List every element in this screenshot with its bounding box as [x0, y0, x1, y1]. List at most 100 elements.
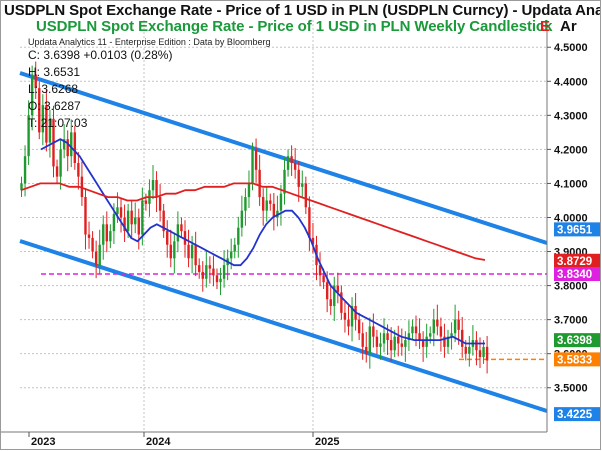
- price-tag-3.8729: [554, 253, 600, 268]
- y-tick-label: 4.4000: [554, 76, 588, 88]
- candle-body: [222, 265, 226, 279]
- x-tick-label: 2024: [146, 436, 171, 448]
- candle-body: [347, 319, 350, 327]
- candle-body: [233, 244, 236, 252]
- y-tick-label: 3.5000: [554, 383, 588, 395]
- candles: [20, 61, 489, 374]
- regression-channel: [19, 71, 548, 413]
- candle-body: [102, 224, 105, 245]
- candle-body: [91, 237, 94, 252]
- chart-subtitle: USDPLN Spot Exchange Rate - Price of 1 U…: [36, 18, 553, 35]
- candle-body: [144, 200, 148, 204]
- price-tag-3.6398: [554, 333, 600, 348]
- price-tag-3.4225: [554, 407, 600, 422]
- candle-body: [254, 149, 258, 170]
- candle-body: [176, 224, 180, 242]
- candle-body: [272, 203, 276, 218]
- candle-body: [109, 231, 112, 242]
- candle-body: [137, 217, 140, 235]
- candle-body: [30, 74, 34, 116]
- candle-body: [20, 183, 23, 191]
- candle-body: [173, 241, 176, 259]
- candle-body: [23, 156, 27, 184]
- candle-body: [361, 333, 364, 347]
- candle-body: [283, 169, 286, 194]
- candle-body: [389, 340, 393, 351]
- candle-body: [112, 214, 116, 232]
- candle-body: [212, 268, 215, 276]
- candle-body: [343, 312, 347, 320]
- horizontal-levels: [41, 273, 547, 361]
- y-tick-label: 3.8000: [554, 281, 588, 293]
- price-tag-label: 3.8729: [557, 256, 592, 268]
- candle-body: [194, 244, 197, 266]
- candle-body: [304, 183, 308, 208]
- price-tag-3.5833: [554, 352, 600, 367]
- candle-body: [98, 244, 101, 266]
- candle-body: [66, 139, 69, 157]
- x-tick-label: 2023: [31, 436, 55, 448]
- gridlines: [20, 20, 547, 432]
- candle-body: [237, 227, 240, 245]
- candle-body: [478, 350, 482, 358]
- candle-body: [453, 319, 457, 334]
- candle-body: [105, 224, 109, 242]
- candle-body: [55, 166, 59, 177]
- price-tag-label: 3.6398: [557, 335, 593, 347]
- candle-body: [34, 74, 37, 89]
- price-tag-label: 3.5833: [557, 354, 592, 366]
- candle-body: [375, 336, 379, 347]
- candle-body: [407, 333, 411, 341]
- candle-body: [386, 333, 389, 341]
- candle-body: [329, 299, 332, 307]
- title-bar: USDPLN Spot Exchange Rate - Price of 1 U…: [1, 1, 600, 20]
- channel-upper-line: [19, 71, 548, 245]
- candle-body: [123, 217, 126, 232]
- candle-body: [151, 180, 155, 191]
- candle-body: [190, 244, 194, 259]
- candle-body: [475, 340, 478, 351]
- candle-body: [368, 326, 372, 354]
- y-tick-label: 4.0000: [554, 212, 588, 224]
- y-tick-label: 4.5000: [554, 42, 588, 54]
- candle-body: [461, 329, 464, 347]
- price-tag-label: 3.8340: [557, 269, 592, 281]
- xaxis-background: [1, 432, 600, 449]
- candle-body: [311, 237, 315, 245]
- candle-body: [279, 193, 283, 211]
- candle-body: [297, 169, 300, 187]
- candle-body: [404, 340, 407, 347]
- x-tick-label: 2025: [315, 436, 339, 448]
- ma-long-line: [20, 182, 486, 261]
- candle-body: [155, 180, 158, 198]
- channel-lower-line: [19, 239, 548, 413]
- candle-body: [318, 265, 322, 276]
- candle-body: [482, 346, 485, 358]
- candle-body: [208, 265, 212, 269]
- candle-body: [141, 200, 144, 235]
- price-tag-3.9651: [554, 222, 600, 237]
- candle-body: [350, 306, 354, 327]
- edge-marker: E: [540, 18, 551, 35]
- candle-body: [464, 346, 467, 354]
- candle-body: [116, 207, 119, 215]
- candle-body: [290, 156, 293, 164]
- candle-body: [45, 105, 48, 143]
- candle-body: [27, 115, 30, 157]
- candle-body: [336, 285, 340, 293]
- candle-body: [414, 326, 418, 334]
- candle-body: [166, 231, 169, 245]
- candle-body: [425, 336, 428, 347]
- ohlc-open: O: 3.6287: [28, 99, 81, 113]
- candle-body: [421, 340, 425, 347]
- candle-body: [400, 343, 403, 347]
- moving-averages: [20, 138, 486, 345]
- candle-body: [73, 132, 77, 164]
- candle-body: [240, 210, 244, 228]
- candle-body: [308, 207, 311, 238]
- candle-body: [418, 333, 421, 341]
- candle-body: [41, 105, 45, 133]
- candle-body: [38, 88, 41, 133]
